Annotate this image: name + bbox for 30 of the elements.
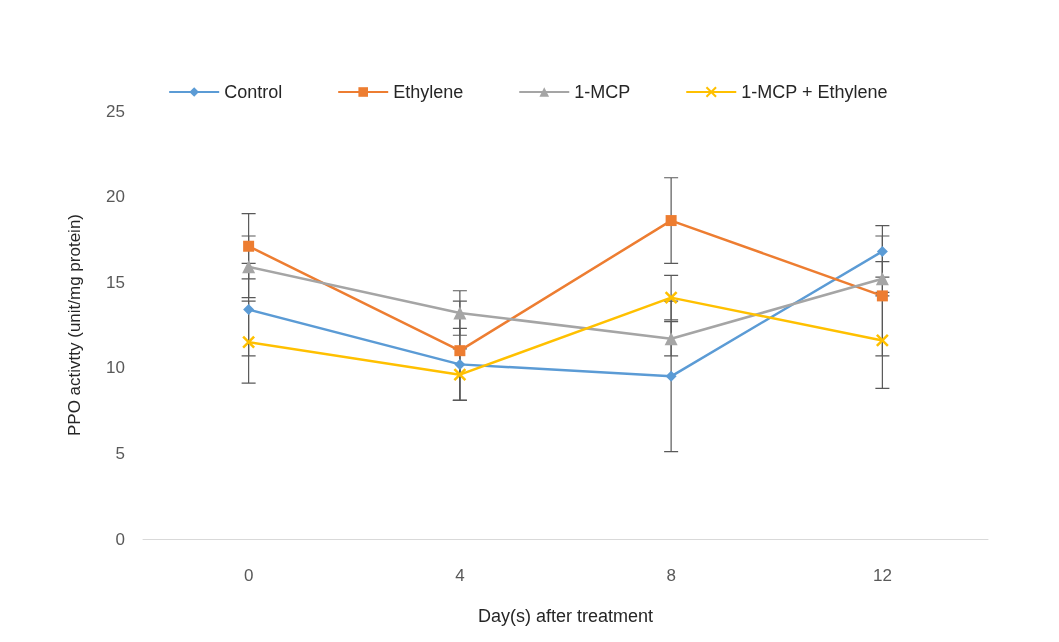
legend-label: Control [224, 82, 283, 102]
x-tick-label: 12 [872, 566, 892, 585]
y-axis-title: PPO activtty (unit/mg protein) [65, 213, 84, 437]
legend-label: 1-MCP + Ethylene [741, 82, 888, 102]
point [875, 333, 890, 348]
x-tick-label: 8 [666, 566, 676, 585]
point [664, 290, 678, 305]
legend-label: 1-MCP [574, 82, 631, 102]
y-tick-label: 15 [106, 272, 125, 292]
point [454, 345, 466, 357]
point [242, 260, 256, 274]
point [876, 290, 888, 302]
legend-label: Ethylene [393, 82, 464, 102]
y-tick-label: 25 [106, 101, 125, 121]
x-axis-title: Day(s) after treatment [477, 606, 654, 626]
y-tick-label: 5 [115, 443, 125, 463]
point [453, 367, 467, 382]
x-tick-label: 0 [243, 566, 254, 585]
point [454, 358, 466, 370]
y-tick-label: 20 [106, 187, 125, 207]
point [665, 370, 677, 382]
point [665, 215, 677, 227]
y-tick-label: 0 [115, 529, 125, 549]
y-tick-label: 10 [106, 358, 125, 378]
point [453, 306, 467, 320]
point [876, 245, 888, 257]
point [243, 304, 255, 316]
x-tick-label: 4 [455, 566, 465, 585]
point [241, 335, 256, 349]
point [243, 240, 255, 252]
